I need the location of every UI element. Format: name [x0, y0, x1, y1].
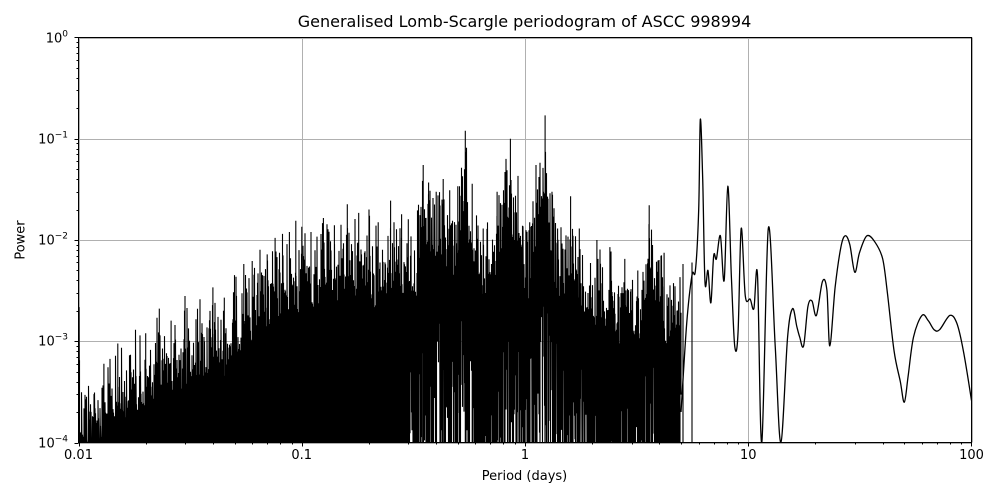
- dense-periodogram-trace: [78, 115, 693, 443]
- axes-frame: [78, 37, 972, 443]
- x-tick-label: 0.01: [64, 448, 93, 463]
- y-tick-label: 10−2: [38, 231, 68, 249]
- x-axis-label: Period (days): [481, 469, 568, 484]
- y-tick-label: 10−1: [38, 130, 68, 148]
- periodogram-line: [78, 115, 972, 443]
- x-tick-label: 1: [520, 448, 530, 463]
- y-tick-label: 10−3: [38, 332, 68, 350]
- chart-title: Generalised Lomb-Scargle periodogram of …: [297, 12, 752, 31]
- x-tick-label: 0.1: [291, 448, 313, 463]
- smooth-periodogram-trace: [680, 118, 972, 443]
- y-tick-label: 10−4: [38, 434, 68, 451]
- y-tick-label: 100: [45, 29, 68, 46]
- x-tick-label: 100: [959, 448, 984, 463]
- x-tick-label: 10: [739, 448, 757, 463]
